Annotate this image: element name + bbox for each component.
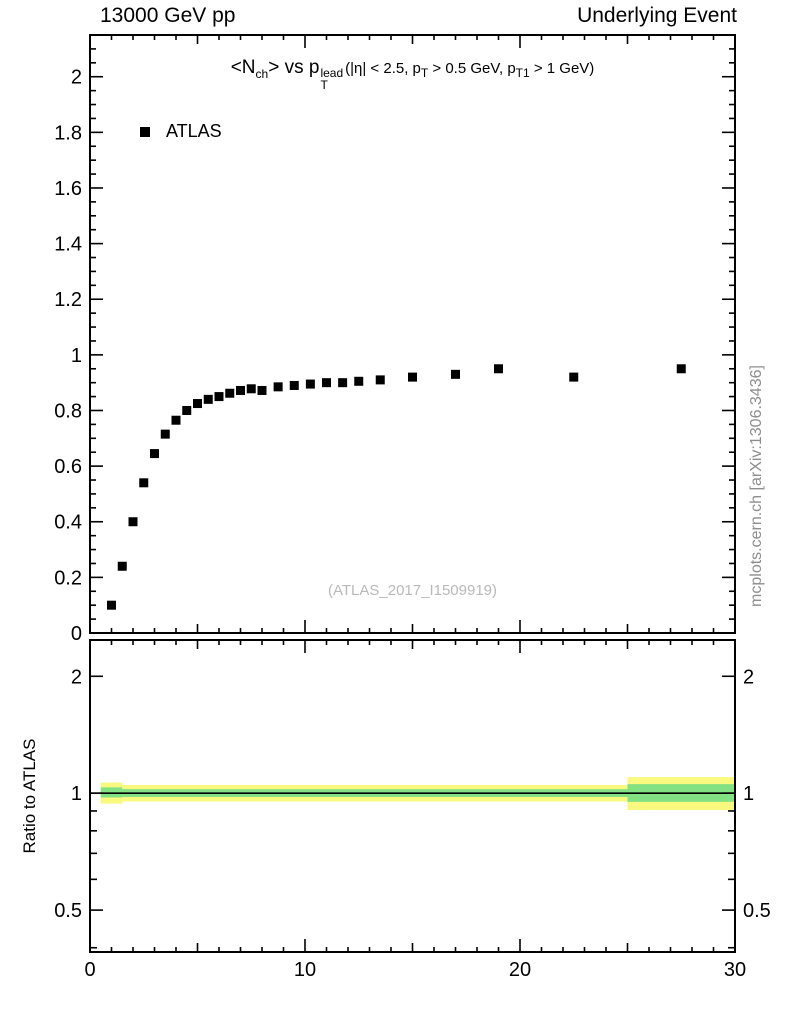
analysis-id-watermark: (ATLAS_2017_I1509919) xyxy=(327,582,497,599)
ratio-axis-label: Ratio to ATLAS xyxy=(20,738,39,854)
data-point xyxy=(193,399,202,409)
data-point xyxy=(117,561,127,571)
y-tick-label: 1.2 xyxy=(54,289,82,311)
legend-label: ATLAS xyxy=(166,121,222,141)
beam-energy-label: 13000 GeV pp xyxy=(100,4,236,27)
data-point xyxy=(676,364,686,374)
x-tick-label: 0 xyxy=(84,959,95,981)
y-tick-label: 0.6 xyxy=(54,456,82,478)
data-point xyxy=(107,600,116,610)
data-point xyxy=(273,382,283,392)
y-tick-label: 1.6 xyxy=(54,178,82,200)
data-point xyxy=(451,369,460,379)
ratio-tick-label: 2 xyxy=(743,666,754,688)
x-tick-label: 20 xyxy=(509,959,531,981)
data-point xyxy=(246,384,256,394)
data-point xyxy=(160,429,170,439)
data-point xyxy=(338,378,348,388)
y-tick-label: 0.2 xyxy=(54,567,82,589)
data-point xyxy=(182,405,192,415)
data-point xyxy=(214,392,224,402)
title-fragment: (|η| < 2.5, p xyxy=(345,60,421,77)
data-point xyxy=(139,478,149,488)
data-point xyxy=(375,375,385,385)
data-point xyxy=(494,364,503,374)
x-tick-label: 30 xyxy=(724,959,746,981)
ratio-tick-label: 2 xyxy=(71,666,82,688)
y-tick-label: 0.4 xyxy=(54,512,82,534)
data-point xyxy=(150,449,159,459)
y-tick-label: 0 xyxy=(71,623,82,645)
data-point xyxy=(225,388,235,398)
title-fragment: lead xyxy=(320,66,344,80)
data-point xyxy=(171,415,181,425)
data-point xyxy=(203,394,213,404)
x-tick-label: 10 xyxy=(294,959,316,981)
analysis-topic-label: Underlying Event xyxy=(577,4,737,27)
title-fragment: > 1 GeV) xyxy=(529,60,595,77)
data-point xyxy=(569,372,579,382)
atlas-square-marker-icon xyxy=(140,126,150,137)
data-point xyxy=(289,380,299,390)
title-fragment: T xyxy=(420,66,429,80)
title-fragment: > vs p xyxy=(268,57,320,78)
data-point xyxy=(305,379,315,389)
ratio-tick-label: 0.5 xyxy=(743,900,771,922)
mcplots-attribution: mcplots.cern.ch [arXiv:1306.3436] xyxy=(748,365,765,607)
title-fragment: <N xyxy=(230,57,256,78)
title-fragment: T xyxy=(320,78,328,92)
y-tick-label: 1.4 xyxy=(54,234,82,256)
title-fragment: > 0.5 GeV, p xyxy=(428,60,516,77)
legend: ATLAS xyxy=(140,121,222,142)
pt-lead-stack: lead T xyxy=(320,67,343,91)
y-tick-label: 2 xyxy=(71,67,82,89)
y-tick-label: 1 xyxy=(71,345,82,367)
data-point xyxy=(408,372,417,382)
title-fragment: T1 xyxy=(515,66,530,80)
ratio-tick-label: 1 xyxy=(743,783,754,805)
data-point xyxy=(354,376,364,386)
ratio-tick-label: 1 xyxy=(71,783,82,805)
plot-title: <Nch> vs p lead T (|η| < 2.5, pT > 0.5 GeV,… xyxy=(90,57,735,91)
y-tick-label: 1.8 xyxy=(54,122,82,144)
ratio-tick-label: 0.5 xyxy=(54,900,82,922)
data-point xyxy=(128,517,138,527)
y-tick-label: 0.8 xyxy=(54,400,82,422)
data-point xyxy=(257,385,267,395)
data-point xyxy=(236,385,245,395)
title-fragment: ch xyxy=(255,66,269,81)
data-point xyxy=(322,378,331,388)
title-cuts: (|η| < 2.5, pT > 0.5 GeV, pT1 > 1 GeV) xyxy=(345,60,595,80)
